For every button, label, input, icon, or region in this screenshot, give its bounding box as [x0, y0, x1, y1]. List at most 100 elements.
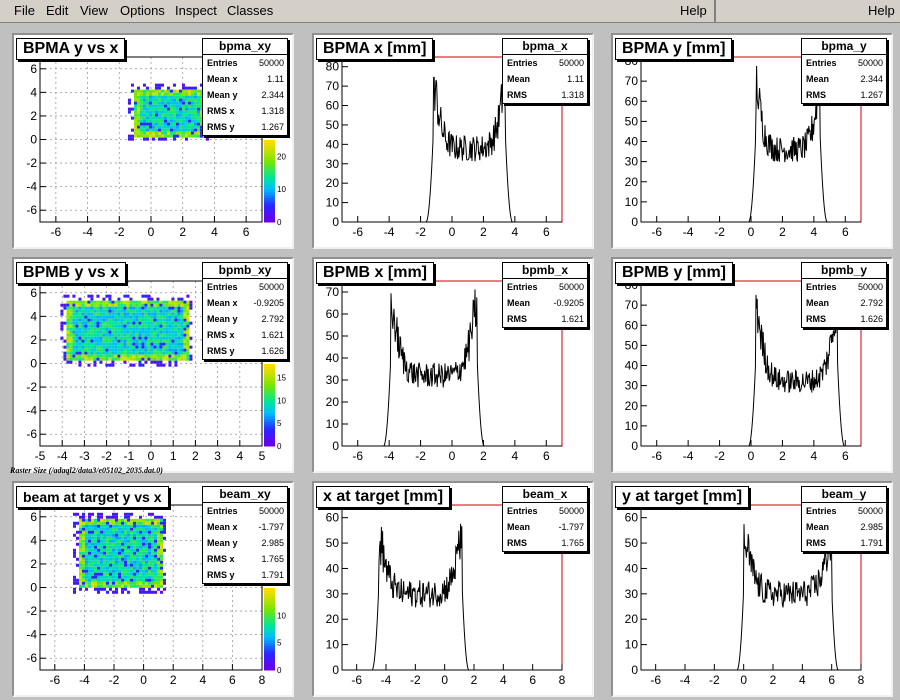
- panel-bpmb_xy[interactable]: 0 5 10 15 -5 -4 -3 -2 -1 0 1 2 3 4 5 -6 -4 -2 0 2 4 6 BPMB y v…: [12, 257, 294, 473]
- menu-options[interactable]: Options: [120, 3, 165, 18]
- x-tick-label: 6: [243, 225, 250, 239]
- density-cell: [79, 566, 82, 570]
- density-cell: [97, 512, 100, 516]
- density-cell: [154, 521, 157, 525]
- density-cell: [181, 98, 185, 102]
- density-cell: [96, 312, 100, 316]
- density-cell: [141, 363, 145, 367]
- menu-help[interactable]: Help: [680, 3, 707, 18]
- panel-beam_y[interactable]: -6 -4 -2 0 2 4 6 8 0 10 20 30 40 50 60 y at target [mm]…: [611, 481, 893, 697]
- panel-bpmb_y[interactable]: -6 -4 -2 0 2 4 6 0 10 20 30 40 50 60 70 80 BPMB y [mm] bp…: [611, 257, 893, 473]
- density-cell: [172, 113, 176, 117]
- density-cell: [78, 351, 82, 355]
- density-cell: [168, 336, 172, 340]
- density-cell: [165, 345, 169, 349]
- density-cell: [87, 312, 91, 316]
- colorbar-segment: [264, 159, 275, 163]
- density-cell: [112, 575, 115, 579]
- menu-inspect[interactable]: Inspect: [175, 3, 217, 18]
- density-cell: [69, 333, 73, 337]
- density-cell: [112, 590, 115, 594]
- density-cell: [124, 554, 127, 558]
- density-cell: [144, 339, 148, 343]
- density-cell: [154, 554, 157, 558]
- density-cell: [69, 345, 73, 349]
- density-cell: [124, 581, 127, 585]
- density-cell: [85, 521, 88, 525]
- density-cell: [78, 306, 82, 310]
- density-cell: [141, 309, 145, 313]
- density-cell: [148, 98, 152, 102]
- density-cell: [118, 545, 121, 549]
- density-cell: [193, 107, 197, 111]
- density-cell: [114, 324, 118, 328]
- colorbar-tick-label: 20: [277, 152, 286, 161]
- density-cell: [154, 518, 157, 522]
- panel-beam_xy[interactable]: 0 5 10 -6 -4 -2 0 2 4 6 8 -6 -4 -2 0 2 4 6 beam at target …: [12, 481, 294, 697]
- menu-edit[interactable]: Edit: [46, 3, 69, 18]
- density-cell: [160, 92, 164, 96]
- density-cell: [108, 300, 112, 304]
- density-cell: [145, 104, 149, 108]
- density-cell: [81, 306, 85, 310]
- panel-bpma_y[interactable]: -6 -4 -2 0 2 4 6 0 10 20 30 40 50 60 70 80 BPMA y [mm] bp…: [611, 33, 893, 249]
- menu-help-secondary[interactable]: Help: [868, 3, 895, 18]
- density-cell: [117, 339, 121, 343]
- density-cell: [93, 306, 97, 310]
- density-cell: [168, 351, 172, 355]
- density-cell: [196, 95, 200, 99]
- density-cell: [144, 321, 148, 325]
- density-cell: [102, 324, 106, 328]
- density-cell: [159, 357, 163, 361]
- density-cell: [126, 315, 130, 319]
- density-cell: [157, 542, 160, 546]
- density-cell: [133, 542, 136, 546]
- density-cell: [85, 572, 88, 576]
- panel-bpmb_x[interactable]: -6 -4 -2 0 2 4 6 0 10 20 30 40 50 60 70 BPMB x [mm] bpmb…: [312, 257, 594, 473]
- stats-value: 50000: [558, 58, 584, 68]
- density-cell: [154, 131, 158, 135]
- density-cell: [94, 521, 97, 525]
- panel-beam_x[interactable]: -6 -4 -2 0 2 4 6 8 0 10 20 30 40 50 60 x at target [mm]…: [312, 481, 594, 697]
- stats-value: -1.797: [258, 522, 284, 532]
- stats-value: 50000: [857, 58, 883, 68]
- y-tick-label: 60: [625, 94, 639, 108]
- density-cell: [135, 339, 139, 343]
- menu-classes[interactable]: Classes: [227, 3, 274, 18]
- density-cell: [96, 306, 100, 310]
- density-cell: [79, 575, 82, 579]
- density-cell: [154, 539, 157, 543]
- panel-bpma_x[interactable]: -6 -4 -2 0 2 4 6 0 10 20 30 40 50 60 70 80 BPMA x [mm] bp…: [312, 33, 594, 249]
- density-cell: [159, 330, 163, 334]
- density-cell: [130, 83, 134, 87]
- density-cell: [132, 339, 136, 343]
- density-cell: [100, 575, 103, 579]
- density-cell: [165, 306, 169, 310]
- density-cell: [81, 312, 85, 316]
- menu-view[interactable]: View: [80, 3, 108, 18]
- panel-bpma_xy[interactable]: 0 10 20 -6 -4 -2 0 2 4 6 -6 -4 -2 0 2 4 6 BPMA y vs x bpma…: [12, 33, 294, 249]
- density-cell: [117, 324, 121, 328]
- density-cell: [132, 357, 136, 361]
- density-cell: [184, 134, 188, 138]
- density-cell: [172, 131, 176, 135]
- density-cell: [136, 551, 139, 555]
- density-cell: [117, 309, 121, 313]
- menu-file[interactable]: File: [14, 3, 35, 18]
- density-cell: [81, 348, 85, 352]
- density-cell: [90, 312, 94, 316]
- density-cell: [177, 306, 181, 310]
- density-cell: [168, 354, 172, 358]
- density-cell: [172, 134, 176, 138]
- colorbar-segment: [264, 615, 275, 619]
- density-cell: [150, 300, 154, 304]
- y-tick-label: 0: [332, 663, 339, 677]
- density-cell: [150, 306, 154, 310]
- density-cell: [111, 360, 115, 364]
- density-cell: [142, 518, 145, 522]
- density-cell: [199, 83, 203, 87]
- density-cell: [193, 134, 197, 138]
- density-cell: [81, 339, 85, 343]
- density-cell: [171, 357, 175, 361]
- density-cell: [112, 578, 115, 582]
